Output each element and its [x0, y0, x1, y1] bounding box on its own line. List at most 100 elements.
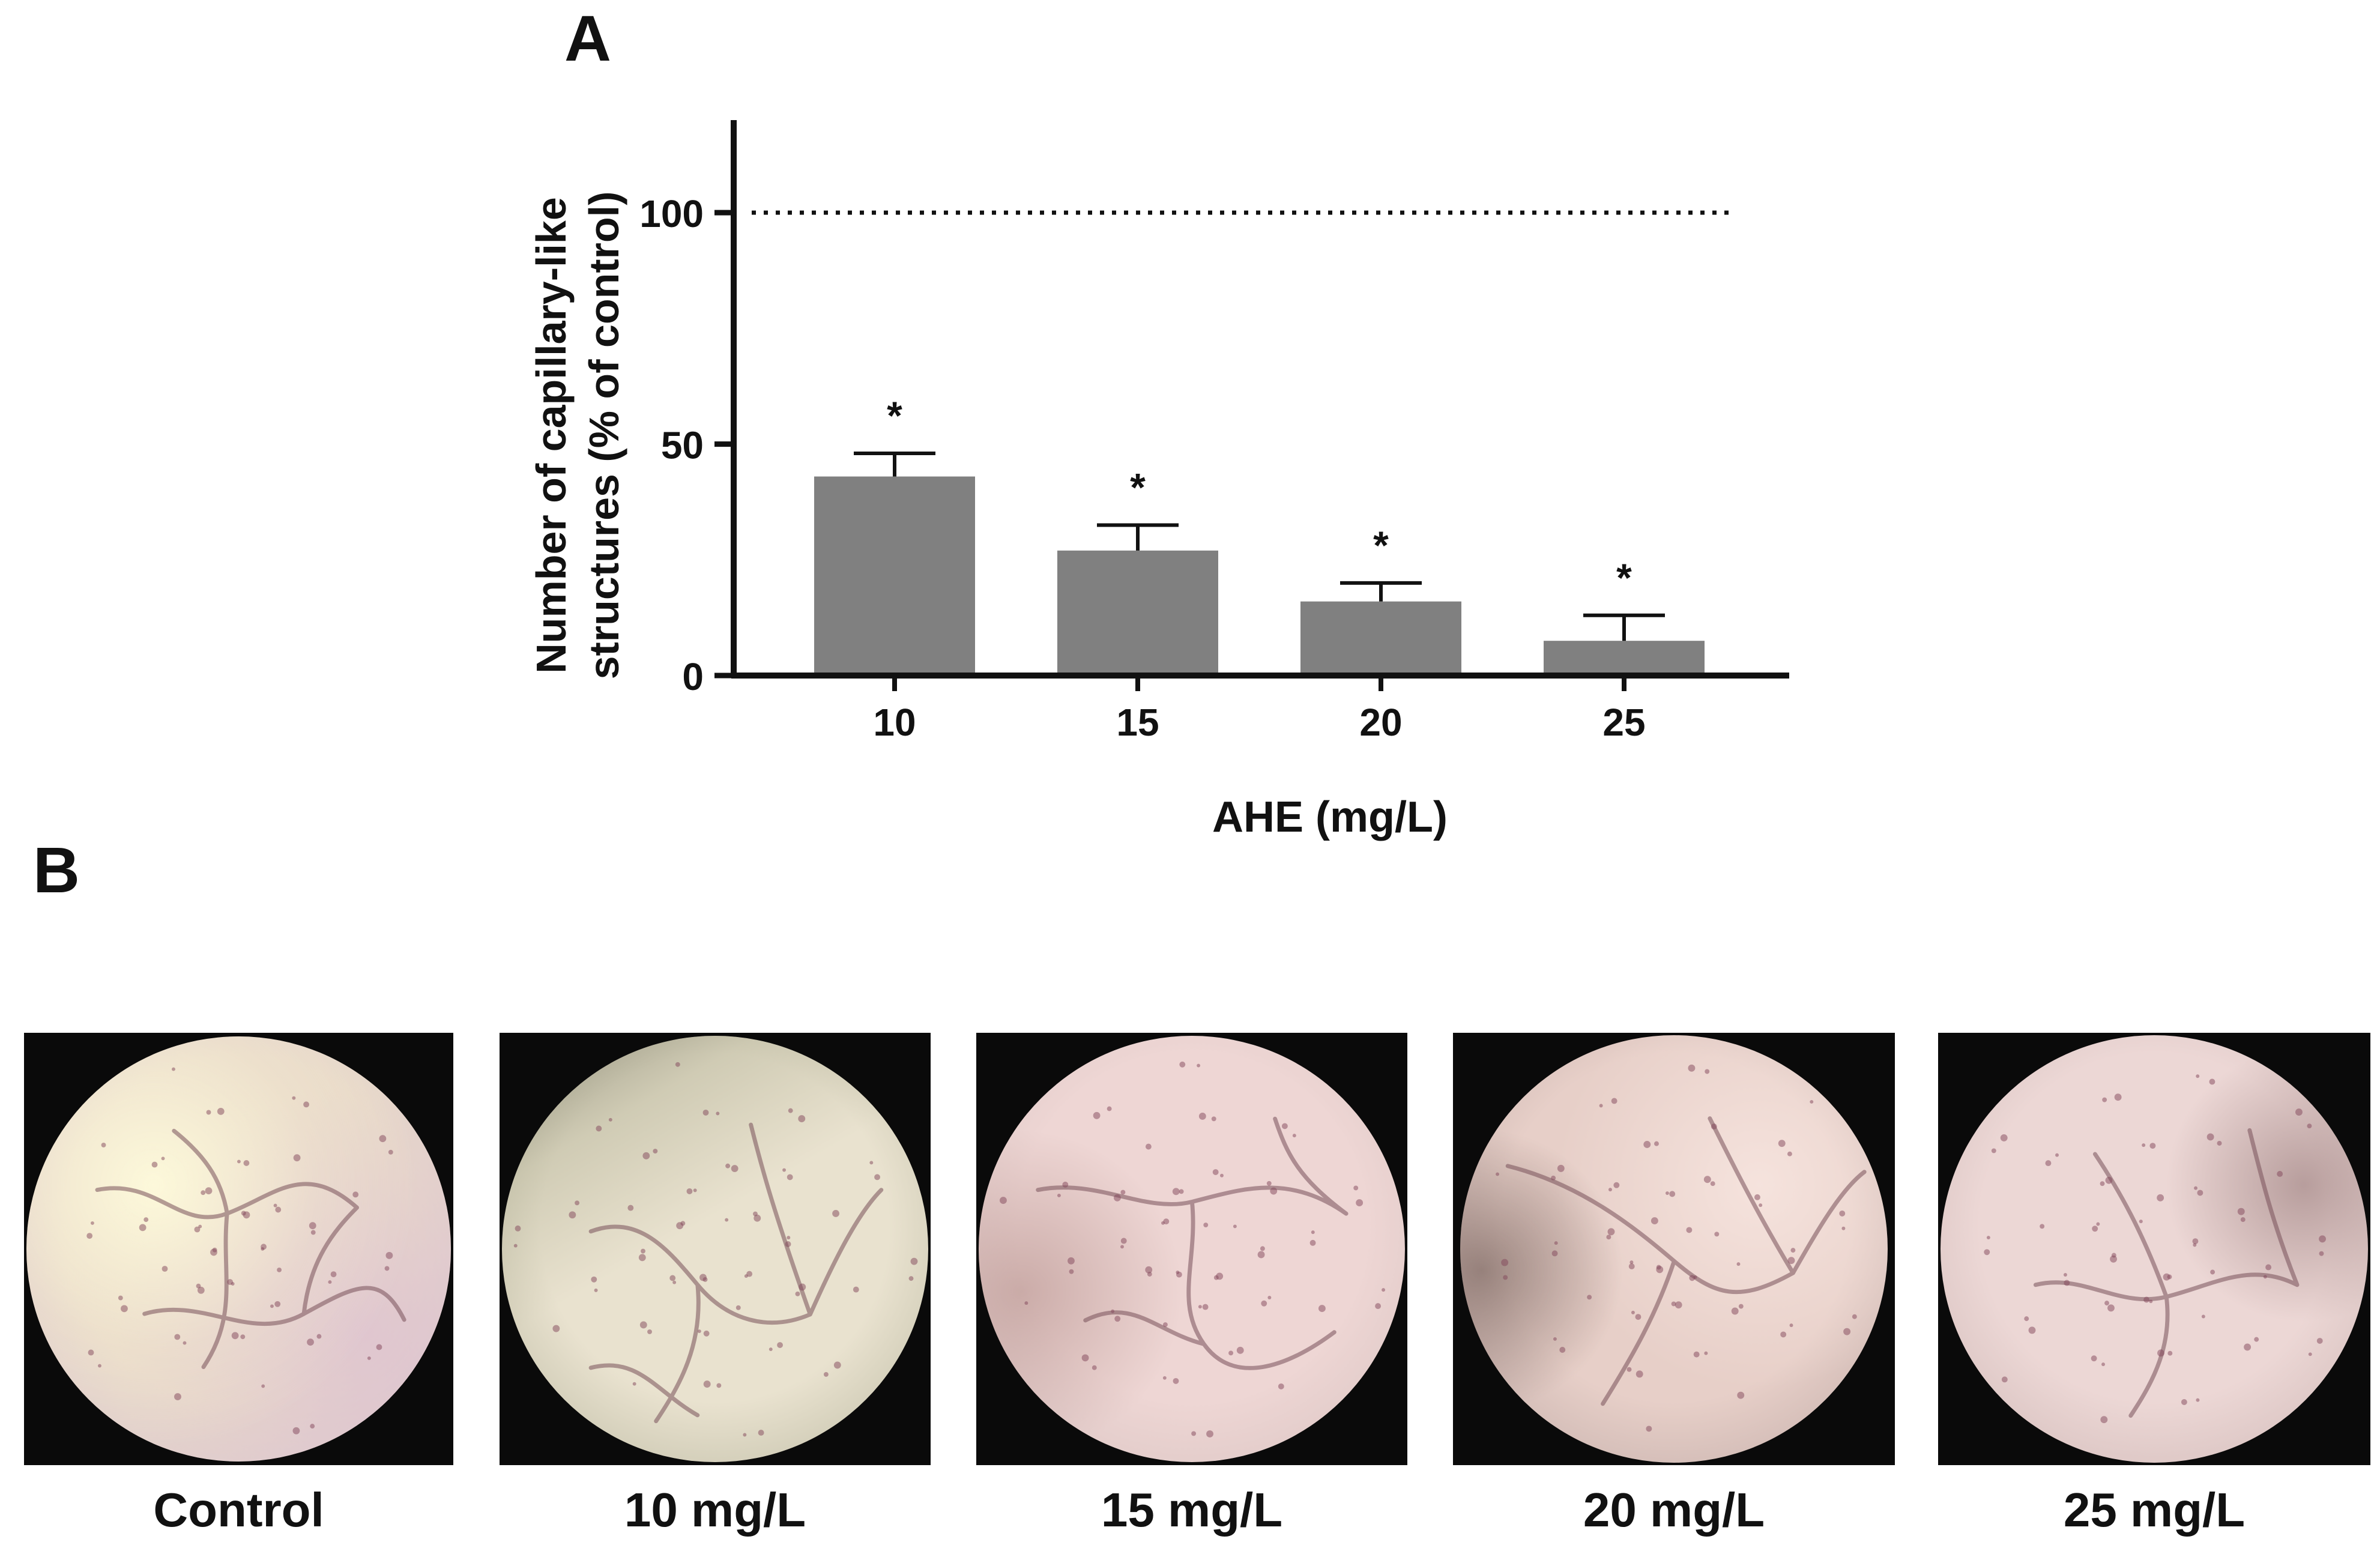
cell-dot	[101, 1143, 106, 1147]
cell-dot	[174, 1393, 181, 1401]
bar-15	[1057, 550, 1218, 676]
cell-dot	[2143, 1296, 2149, 1303]
cell-dot	[776, 1341, 783, 1348]
cell-dot	[1374, 1302, 1381, 1309]
cell-dot	[1778, 1139, 1786, 1147]
cell-dot	[240, 1334, 245, 1340]
cell-dot	[2156, 1194, 2164, 1202]
cell-dot	[276, 1268, 282, 1272]
cell-dot	[120, 1305, 128, 1313]
cell-dot	[1655, 1265, 1663, 1273]
cell-dot	[291, 1096, 295, 1100]
cell-dot	[786, 1235, 790, 1239]
cell-dot	[703, 1330, 710, 1337]
cell-dot	[1114, 1315, 1120, 1322]
cell-dot	[724, 1218, 728, 1222]
cell-dot	[2167, 1350, 2172, 1356]
cell-dot	[1278, 1383, 1284, 1389]
micrograph-field	[26, 1036, 452, 1462]
cell-dot	[1643, 1140, 1651, 1148]
cell-dot	[552, 1325, 560, 1332]
micrograph-label-control: Control	[153, 1483, 324, 1537]
cell-dot	[1675, 1301, 1682, 1308]
significance-star-15: *	[1130, 465, 1146, 509]
cell-dot	[2101, 1097, 2107, 1102]
cell-dot	[2107, 1304, 2115, 1311]
cell-dot	[210, 1248, 217, 1256]
micrograph-label-10: 10 mg/L	[624, 1483, 806, 1537]
micrograph-control	[24, 1033, 453, 1465]
cell-dot	[2091, 1225, 2098, 1232]
significance-star-25: *	[1616, 555, 1632, 600]
cell-dot	[2209, 1269, 2215, 1275]
cell-dot	[1736, 1262, 1741, 1266]
cell-dot	[702, 1277, 708, 1282]
cell-dot	[595, 1125, 602, 1131]
cell-dot	[1703, 1175, 1711, 1183]
cell-dot	[2209, 1078, 2215, 1084]
cell-dot	[647, 1329, 652, 1334]
cell-dot	[1671, 1301, 1676, 1307]
cell-dot	[1500, 1259, 1508, 1266]
cell-dot	[2104, 1300, 2109, 1305]
cell-dot	[642, 1152, 650, 1159]
cell-dot	[1758, 1203, 1762, 1207]
cell-dot	[2149, 1142, 2155, 1149]
cell-dot	[1738, 1304, 1744, 1309]
cell-dot	[217, 1108, 225, 1115]
cell-dot	[1983, 1248, 1990, 1255]
cell-dot	[274, 1301, 280, 1307]
cell-dot	[2197, 1190, 2203, 1196]
cell-dot	[1841, 1226, 1845, 1230]
cell-dot	[1318, 1304, 1326, 1312]
cell-dot	[594, 1288, 598, 1292]
cell-dot	[379, 1135, 386, 1143]
cell-dot	[1502, 1275, 1508, 1280]
micrograph-25	[1938, 1033, 2370, 1465]
cell-dot	[823, 1371, 829, 1377]
cell-dot	[1179, 1188, 1184, 1194]
cell-dot	[1215, 1272, 1223, 1280]
cell-dot	[2167, 1274, 2172, 1280]
cell-dot	[1179, 1061, 1185, 1068]
cell-dot	[715, 1111, 719, 1115]
cell-dot	[1789, 1323, 1793, 1327]
cell-dot	[1144, 1266, 1152, 1274]
cell-dot	[627, 1205, 633, 1211]
cell-dot	[90, 1221, 94, 1225]
cell-dot	[2217, 1140, 2222, 1146]
cell-dot	[2295, 1108, 2303, 1116]
cell-dot	[1292, 1133, 1296, 1137]
cell-dot	[1991, 1148, 1996, 1153]
cell-dot	[162, 1266, 168, 1272]
cell-dot	[231, 1282, 235, 1286]
cell-dot	[769, 1347, 773, 1351]
cell-dot	[1260, 1246, 1265, 1251]
cell-dot	[385, 1252, 393, 1259]
cell-dot	[1219, 1173, 1224, 1178]
cell-dot	[1559, 1346, 1565, 1353]
cell-dot	[590, 1276, 597, 1283]
cell-dot	[241, 1211, 246, 1216]
cell-dot	[908, 1275, 914, 1281]
cell-dot	[1120, 1244, 1124, 1248]
cell-dot	[1838, 1210, 1845, 1217]
cell-dot	[2028, 1326, 2036, 1334]
cell-dot	[2253, 1337, 2259, 1342]
cell-dot	[874, 1173, 880, 1180]
cell-dot	[1635, 1370, 1643, 1377]
y-tick-label-0: 0	[682, 655, 704, 698]
capillary-network-icon	[1983, 1074, 2326, 1423]
cell-dot	[1711, 1123, 1717, 1129]
cell-dot	[2316, 1337, 2323, 1344]
cell-dot	[2141, 1143, 2145, 1147]
cell-dot	[910, 1257, 918, 1265]
cell-dot	[1173, 1377, 1179, 1384]
cell-dot	[1260, 1300, 1267, 1307]
cell-dot	[568, 1211, 576, 1218]
cell-dot	[638, 1253, 646, 1261]
cell-dot	[693, 1188, 697, 1192]
cell-dot	[1693, 1351, 1700, 1358]
cell-dot	[608, 1117, 612, 1122]
capillary-network-icon	[86, 1067, 406, 1435]
